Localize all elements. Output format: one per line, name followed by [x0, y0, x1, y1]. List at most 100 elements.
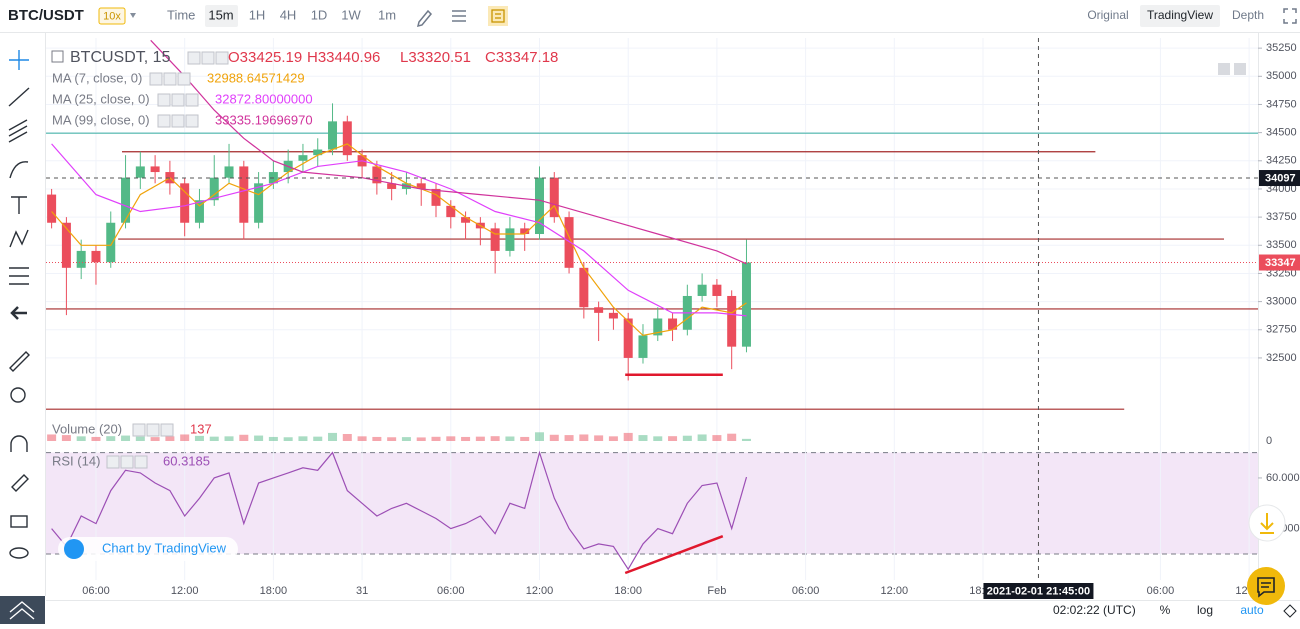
legend-icon[interactable]: [106, 455, 120, 469]
interval[interactable]: 1H: [249, 7, 266, 22]
legend-icon[interactable]: [160, 423, 174, 437]
volume-bar: [224, 436, 234, 441]
brush-tool[interactable]: [9, 161, 29, 179]
legend-icon[interactable]: [157, 114, 171, 128]
x-tick-label: 18:00: [260, 585, 288, 597]
volume-bar: [579, 434, 589, 441]
settings-icon[interactable]: [452, 10, 466, 22]
legend-icon[interactable]: [120, 455, 134, 469]
pattern-tool[interactable]: [9, 229, 29, 248]
legend-icon[interactable]: [146, 423, 160, 437]
lock-tool[interactable]: [10, 515, 28, 528]
back-tool[interactable]: [10, 306, 27, 320]
volume-bar: [194, 435, 204, 441]
y-tick-label: 34750: [1266, 98, 1297, 110]
legend-icon[interactable]: [171, 114, 185, 128]
views: Original TradingView Depth: [1087, 8, 1264, 22]
text-tool[interactable]: [11, 196, 27, 214]
volume-bar: [328, 432, 338, 441]
zoom-tool[interactable]: [10, 387, 26, 403]
watermark[interactable]: Chart by TradingView: [102, 540, 227, 555]
settings-diamond[interactable]: [1283, 604, 1297, 618]
legend-icon[interactable]: [171, 93, 185, 107]
volume-bar: [313, 436, 323, 441]
legend-icon[interactable]: [185, 93, 199, 107]
draw-icon[interactable]: [416, 9, 433, 28]
moving-average: [150, 39, 747, 265]
view-option[interactable]: TradingView: [1147, 8, 1213, 22]
volume-bar: [76, 436, 86, 441]
time-label[interactable]: Time: [167, 7, 195, 22]
rsi-legend-name: RSI (14): [52, 453, 100, 468]
x-tick-label: 31: [356, 585, 368, 597]
indicator-icon[interactable]: [491, 9, 505, 23]
trend-tool[interactable]: [8, 87, 30, 107]
legend-icon[interactable]: [201, 51, 215, 65]
panel-toggle[interactable]: [1234, 63, 1246, 75]
legend-icon[interactable]: [177, 72, 191, 86]
collapse-icon[interactable]: [9, 601, 35, 620]
ohlc-value: L33320.51: [400, 49, 471, 66]
x-tick-label: 12:00: [526, 585, 554, 597]
y-tick-label: 33000: [1266, 296, 1297, 308]
crosshair-price-box: [1259, 170, 1300, 187]
legend-icon[interactable]: [185, 114, 199, 128]
ma-legend-value: 32988.64571429: [207, 70, 305, 85]
view-option[interactable]: Depth: [1232, 8, 1264, 22]
chat-icon[interactable]: [1257, 577, 1275, 598]
volume-bar: [623, 432, 633, 441]
chat-button[interactable]: [1247, 567, 1285, 605]
candle-body: [505, 228, 515, 251]
interval[interactable]: 15m: [208, 7, 233, 22]
legend-icon[interactable]: [187, 51, 201, 65]
fib-tool[interactable]: [8, 119, 28, 143]
leverage[interactable]: 10x: [103, 10, 121, 22]
legend-icon[interactable]: [157, 93, 171, 107]
legend-collapse[interactable]: [51, 50, 64, 63]
panel-toggle[interactable]: [1218, 63, 1230, 75]
watermark-logo[interactable]: [64, 539, 84, 559]
volume-bar: [712, 435, 722, 441]
last-price-label: 33347: [1265, 257, 1296, 269]
legend-icon[interactable]: [132, 423, 146, 437]
legend-icon[interactable]: [163, 72, 177, 86]
drawing-tools[interactable]: [8, 50, 30, 559]
magnet-tool[interactable]: [10, 435, 28, 452]
volume-bar: [549, 434, 559, 441]
candle-body: [298, 155, 308, 161]
candle-body: [328, 121, 338, 150]
candle-body: [461, 217, 471, 223]
auto-toggle[interactable]: auto: [1240, 603, 1264, 617]
download-icon[interactable]: [1260, 513, 1274, 534]
interval[interactable]: 1m: [378, 7, 396, 22]
volume-bar: [209, 436, 219, 441]
fullscreen-icon[interactable]: [1283, 8, 1297, 24]
interval[interactable]: 1W: [341, 7, 361, 22]
interval[interactable]: 4H: [280, 7, 297, 22]
volume-bar: [564, 435, 574, 441]
candle-body: [520, 228, 530, 235]
volume-bar: [490, 436, 500, 441]
legend-icon[interactable]: [134, 455, 148, 469]
prediction-tool[interactable]: [9, 267, 29, 285]
ruler-tool[interactable]: [9, 351, 30, 372]
legend-icon[interactable]: [149, 72, 163, 86]
legend-icon[interactable]: [215, 51, 229, 65]
log-toggle[interactable]: log: [1197, 603, 1213, 617]
percent-toggle[interactable]: %: [1160, 603, 1171, 617]
volume-bar: [165, 436, 175, 441]
crosshair-tool[interactable]: [9, 50, 29, 70]
leverage-box[interactable]: [98, 7, 126, 25]
lock-draw-tool[interactable]: [11, 474, 29, 492]
rsi-trendline: [624, 535, 724, 575]
watermark-box[interactable]: [58, 537, 238, 561]
candle-body: [490, 228, 500, 251]
caret[interactable]: [130, 13, 136, 18]
eye-tool[interactable]: [9, 547, 29, 559]
pair[interactable]: BTC/USDT: [8, 7, 84, 24]
view-option[interactable]: Original: [1087, 8, 1128, 22]
candle-body: [194, 200, 204, 223]
indicator-icon-bg[interactable]: [488, 6, 508, 26]
interval[interactable]: 1D: [311, 7, 328, 22]
volume-bar: [401, 437, 411, 441]
